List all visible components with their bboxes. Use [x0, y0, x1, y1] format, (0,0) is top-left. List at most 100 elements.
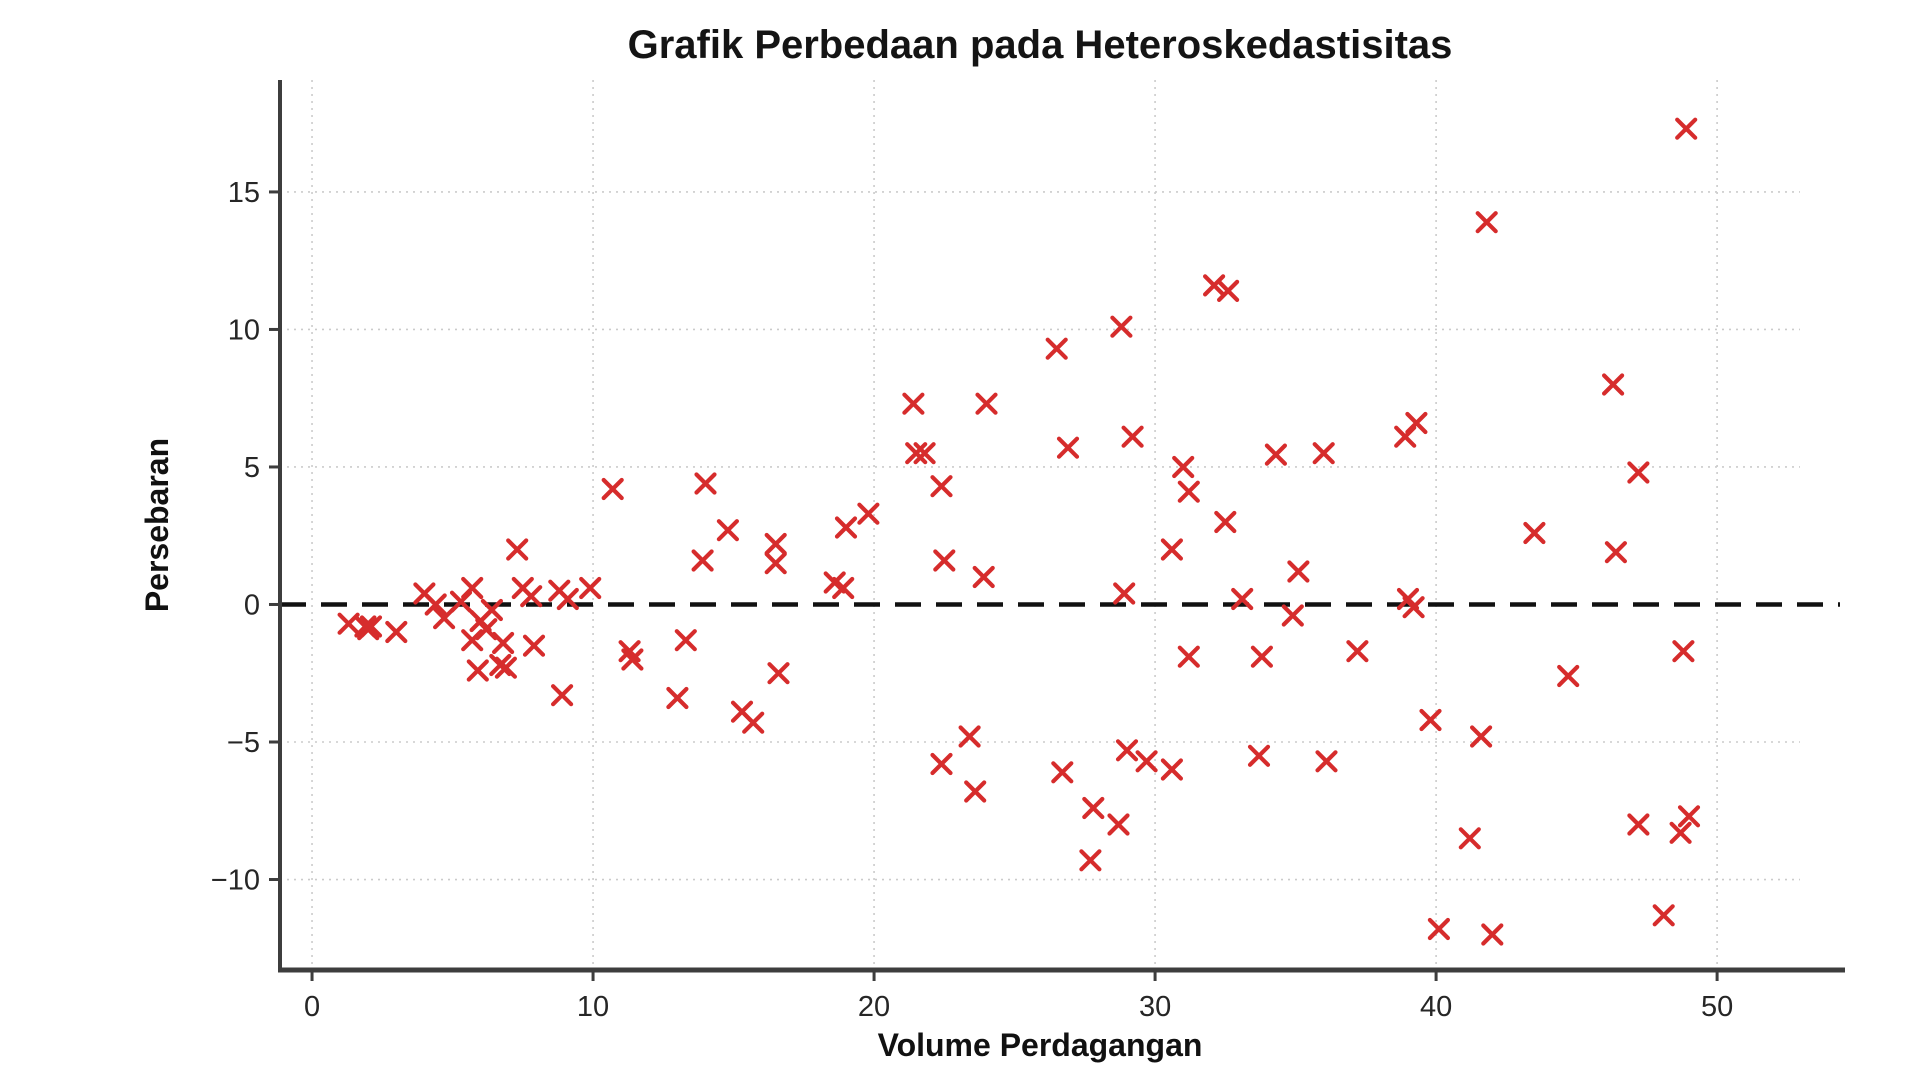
- data-point: [522, 634, 546, 657]
- data-point: [1458, 827, 1481, 850]
- data-point: [1113, 582, 1136, 605]
- data-point: [1079, 849, 1102, 872]
- axes: [269, 80, 1845, 981]
- data-point: [1056, 436, 1080, 459]
- data-point: [480, 598, 503, 622]
- x-tick-label: 20: [858, 991, 890, 1023]
- x-tick-label: 10: [577, 991, 609, 1023]
- y-tick-label: 5: [244, 452, 260, 484]
- data-point: [1405, 411, 1428, 435]
- data-point: [1216, 279, 1240, 302]
- data-point: [742, 711, 765, 734]
- data-points: [337, 117, 1701, 946]
- data-point: [857, 502, 880, 525]
- y-tick-label: 15: [228, 177, 260, 209]
- data-point: [424, 593, 447, 616]
- data-point: [964, 780, 987, 803]
- data-point: [1214, 510, 1237, 534]
- data-point: [1110, 315, 1133, 338]
- data-point: [1231, 587, 1254, 611]
- x-tick-label: 0: [304, 991, 320, 1023]
- y-tick-label: −10: [211, 865, 260, 897]
- data-point: [1045, 337, 1068, 360]
- data-point: [764, 552, 787, 575]
- data-point: [520, 585, 543, 608]
- data-point: [1346, 640, 1369, 663]
- data-point: [1427, 917, 1451, 941]
- data-point: [1160, 758, 1184, 781]
- data-point: [1675, 117, 1698, 140]
- data-point: [1669, 821, 1692, 844]
- data-point: [913, 442, 936, 465]
- data-point: [1402, 596, 1425, 619]
- data-point: [385, 620, 408, 644]
- data-point: [716, 519, 740, 542]
- data-point: [461, 576, 484, 600]
- data-point: [1172, 455, 1195, 479]
- y-tick-label: −5: [227, 727, 260, 759]
- data-point: [1672, 640, 1695, 663]
- y-tick-label: 0: [244, 589, 260, 621]
- data-point: [958, 725, 981, 748]
- data-point: [494, 656, 517, 679]
- data-point: [550, 684, 574, 707]
- data-point: [1469, 725, 1493, 748]
- data-point: [579, 576, 602, 600]
- data-point: [1177, 480, 1200, 503]
- data-point: [1523, 521, 1546, 545]
- data-point: [764, 532, 787, 556]
- data-point: [1481, 923, 1504, 946]
- data-point: [834, 516, 858, 539]
- data-point: [674, 629, 697, 652]
- data-point: [905, 442, 928, 465]
- data-point: [1604, 541, 1628, 564]
- data-point: [1475, 211, 1498, 234]
- x-tick-label: 30: [1139, 991, 1171, 1023]
- data-point: [1287, 560, 1310, 583]
- data-point: [972, 565, 995, 589]
- data-point: [1177, 645, 1200, 668]
- gridlines: [280, 80, 1800, 970]
- data-point: [930, 752, 953, 776]
- data-point: [694, 472, 717, 495]
- tick-labels: 0 10 20 30 40 50 −10 −5 0 5 10 15: [211, 177, 1733, 1023]
- data-point: [902, 392, 925, 415]
- data-point: [466, 659, 489, 682]
- data-point: [832, 576, 855, 600]
- data-point: [1250, 645, 1274, 668]
- data-point: [1115, 739, 1139, 762]
- data-point: [1135, 750, 1158, 773]
- data-point: [433, 607, 456, 630]
- data-point: [1601, 373, 1625, 396]
- data-point: [1202, 274, 1226, 297]
- data-point: [975, 392, 998, 415]
- data-point: [1082, 796, 1105, 820]
- x-axis-label: Volume Perdagangan: [878, 1027, 1203, 1063]
- data-point: [1627, 461, 1650, 484]
- data-point: [492, 631, 515, 655]
- data-point: [933, 549, 956, 572]
- data-point: [691, 549, 714, 572]
- data-point: [475, 618, 498, 641]
- data-point: [930, 475, 953, 498]
- data-point: [506, 538, 529, 561]
- data-point: [621, 648, 644, 671]
- data-point: [1051, 761, 1074, 784]
- data-point: [767, 662, 790, 685]
- x-tick-label: 40: [1420, 991, 1452, 1023]
- data-point: [1121, 425, 1144, 448]
- y-tick-label: 10: [228, 314, 260, 346]
- data-point: [1281, 604, 1304, 627]
- data-point: [1312, 442, 1335, 465]
- data-point: [556, 587, 579, 611]
- data-point: [1160, 538, 1184, 561]
- data-point: [1247, 744, 1271, 767]
- x-tick-label: 50: [1701, 991, 1733, 1023]
- data-point: [1264, 443, 1288, 466]
- data-point: [666, 686, 689, 710]
- data-point: [1419, 708, 1442, 732]
- data-point: [1652, 904, 1675, 927]
- data-point: [1677, 805, 1701, 828]
- data-point: [359, 615, 383, 638]
